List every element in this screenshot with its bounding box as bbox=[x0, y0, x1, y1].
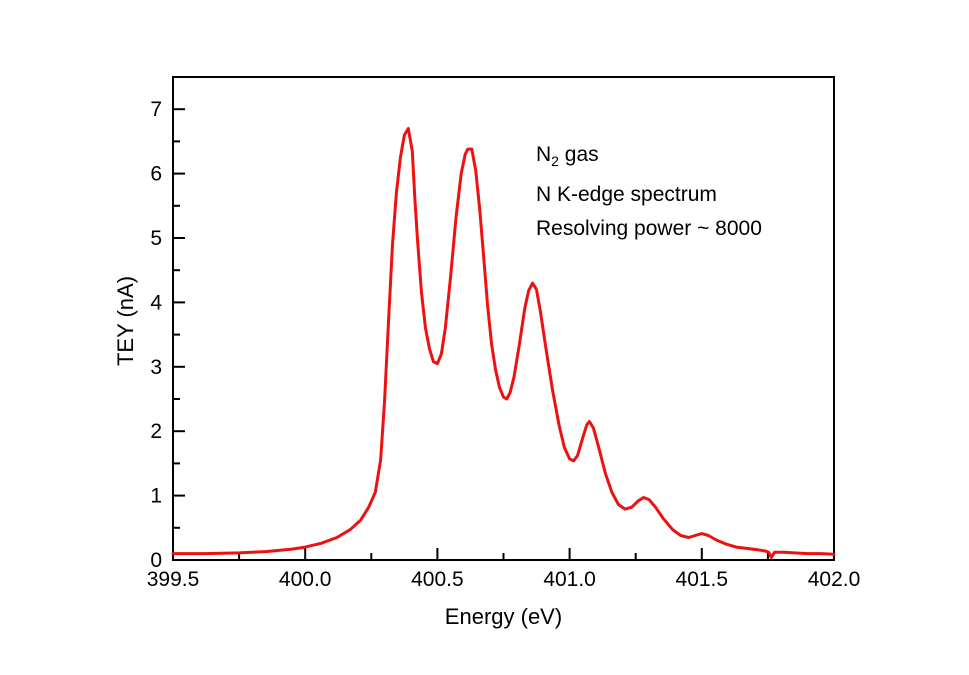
x-tick-label: 402.0 bbox=[808, 568, 861, 591]
x-tick-label: 400.0 bbox=[279, 568, 332, 591]
x-tick-label: 399.5 bbox=[147, 568, 200, 591]
x-axis-title: Energy (eV) bbox=[444, 604, 563, 629]
y-tick-label: 6 bbox=[150, 163, 162, 186]
y-tick-label: 2 bbox=[150, 420, 162, 443]
annotation-line-3: Resolving power ~ 8000 bbox=[536, 217, 762, 240]
y-tick-label: 5 bbox=[150, 227, 162, 250]
annotation-sample-subscript: 2 bbox=[551, 153, 559, 169]
y-tick-label: 1 bbox=[150, 485, 162, 508]
spectrum-line bbox=[171, 127, 836, 559]
y-axis-title: TEY (nA) bbox=[113, 275, 138, 367]
plot-frame bbox=[172, 76, 835, 561]
y-tick-label: 7 bbox=[150, 98, 162, 121]
annotation-line-1: N2 gas bbox=[536, 138, 762, 178]
x-tick-label: 401.5 bbox=[676, 568, 729, 591]
annotation-sample-name: N bbox=[536, 143, 552, 166]
y-tick-label: 3 bbox=[150, 356, 162, 379]
y-tick-label: 4 bbox=[150, 291, 162, 314]
annotation-sample-rest: gas bbox=[558, 143, 599, 166]
x-tick-label: 400.5 bbox=[411, 568, 464, 591]
x-tick-label: 401.0 bbox=[543, 568, 596, 591]
annotation: N2 gas N K-edge spectrum Resolving power… bbox=[536, 138, 762, 246]
y-tick-label: 0 bbox=[150, 549, 162, 572]
annotation-line-2: N K-edge spectrum bbox=[536, 183, 717, 206]
